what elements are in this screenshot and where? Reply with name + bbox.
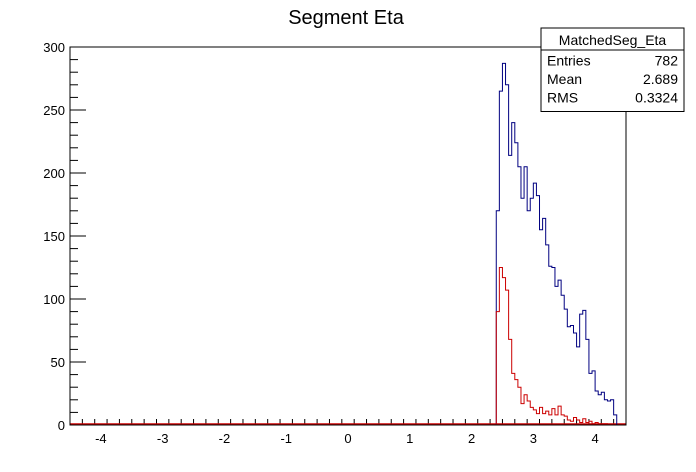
histogram-bin [546,245,549,425]
y-tick-label: 150 [43,229,65,244]
x-tick-label: 1 [406,431,413,446]
stats-row-value: 782 [655,53,679,69]
stats-box-title: MatchedSeg_Eta [559,32,667,48]
stats-box: MatchedSeg_Eta Entries 782 Mean 2.689 RMS 0.33… [540,27,685,112]
stats-row-label: Mean [547,71,582,87]
histogram-outline [495,62,618,425]
stats-row-value: 2.689 [643,71,678,87]
stats-box-frame [540,27,685,112]
histogram-series [495,267,617,426]
axes-layer: -4 -3 -2 -1 0 1 2 3 4 0 50 100 150 200 250 300 [43,40,627,446]
x-tick-label: 3 [530,431,537,446]
histogram-bin [540,230,543,425]
histogram-bin [577,347,580,425]
x-tick-label: -3 [157,431,169,446]
plot-frame [69,46,627,426]
histogram-bin [555,286,558,425]
histogram-bin [527,211,530,425]
histogram-bin [595,391,598,425]
chart-title: Segment Eta [288,7,405,29]
histogram-bin [570,325,573,425]
histogram-bin [589,373,592,425]
histogram-bin [543,414,546,425]
y-tick-label: 50 [51,355,65,370]
histogram-bin [607,401,610,425]
stats-row-value: 0.3324 [635,90,678,106]
y-tick-label: 0 [58,418,65,433]
histogram-outline [495,267,617,426]
histogram-series [495,62,618,426]
histogram-bin [598,395,601,425]
histogram-bin [561,295,564,425]
y-tick-label: 250 [43,103,65,118]
y-tick-label: 100 [43,292,65,307]
x-tick-label: -4 [95,431,107,446]
histogram-bin [530,198,533,425]
x-tick-label: -1 [280,431,292,446]
histogram-bin [604,400,607,425]
histogram-bin [570,421,573,425]
series-layer [495,62,618,426]
histogram-bin [502,278,505,425]
y-tick-label: 300 [43,40,65,55]
histogram-bin [555,415,558,425]
histogram-bin [512,373,515,425]
histogram-bin [549,266,552,425]
histogram-bin [558,280,561,425]
histogram-bin [552,268,555,426]
x-tick-label: 0 [344,431,351,446]
stats-row-label: Entries [547,53,591,69]
stats-row-label: RMS [547,90,578,106]
histogram-bin [543,218,546,425]
x-tick-label: -2 [219,431,231,446]
histogram-bin [533,183,536,425]
histogram-bin [567,327,570,425]
x-tick-label: 4 [591,431,598,446]
histogram-bin [549,415,552,425]
x-tick-label: 2 [468,431,475,446]
y-tick-label: 200 [43,166,65,181]
histogram-bin [536,414,539,425]
histogram-bin [521,404,524,425]
